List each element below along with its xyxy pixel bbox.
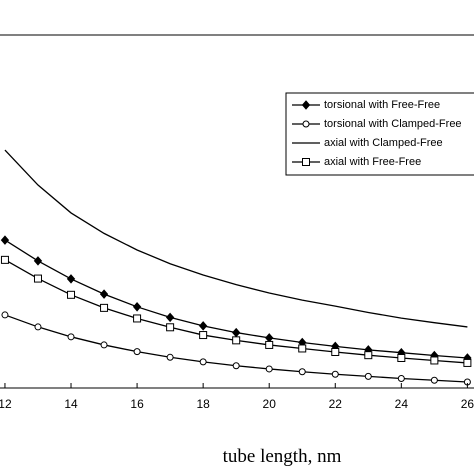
x-tick-label: 24: [395, 397, 409, 411]
marker: [166, 323, 175, 332]
marker: [1, 311, 9, 319]
legend-box: [285, 92, 474, 176]
marker: [430, 356, 439, 365]
marker: [298, 344, 307, 353]
marker: [301, 100, 311, 110]
marker: [199, 331, 208, 340]
x-tick-label: 18: [196, 397, 210, 411]
marker: [232, 336, 241, 345]
marker: [302, 120, 310, 128]
marker: [67, 290, 76, 299]
marker: [33, 256, 43, 266]
marker: [132, 302, 142, 312]
marker: [331, 347, 340, 356]
marker: [66, 274, 76, 284]
marker: [265, 365, 273, 373]
x-tick-label: 14: [64, 397, 78, 411]
marker: [232, 362, 240, 370]
marker: [0, 255, 9, 264]
legend-label: torsional with Clamped-Free: [324, 118, 462, 130]
marker: [364, 372, 372, 380]
marker: [0, 235, 10, 245]
legend: torsional with Free-Free torsional with C…: [285, 92, 474, 176]
series-line: [4, 149, 468, 328]
legend-label: axial with Free-Free: [324, 156, 421, 168]
x-tick-label: 12: [0, 397, 12, 411]
x-tick-label: 20: [263, 397, 277, 411]
marker: [133, 314, 142, 323]
marker: [198, 321, 208, 331]
marker: [397, 353, 406, 362]
marker: [166, 353, 174, 361]
marker: [463, 358, 472, 367]
marker: [430, 376, 438, 384]
marker: [397, 374, 405, 382]
legend-label: axial with Clamped-Free: [324, 137, 443, 149]
x-axis-label: tube length, nm: [223, 446, 342, 467]
marker: [165, 312, 175, 323]
marker: [302, 158, 310, 166]
x-tick-label: 26: [461, 397, 474, 411]
marker: [364, 351, 373, 360]
x-tick-label: 22: [329, 397, 343, 411]
marker: [199, 358, 207, 366]
marker: [67, 333, 75, 341]
marker: [133, 348, 141, 356]
marker: [331, 370, 339, 378]
marker: [100, 341, 108, 349]
legend-label: torsional with Free-Free: [324, 99, 440, 111]
plot-area: [0, 149, 472, 386]
marker: [298, 368, 306, 376]
marker: [265, 340, 274, 349]
marker: [34, 323, 42, 331]
x-tick-label: 16: [130, 397, 144, 411]
marker: [100, 303, 109, 312]
marker: [99, 289, 109, 299]
marker: [33, 274, 42, 283]
